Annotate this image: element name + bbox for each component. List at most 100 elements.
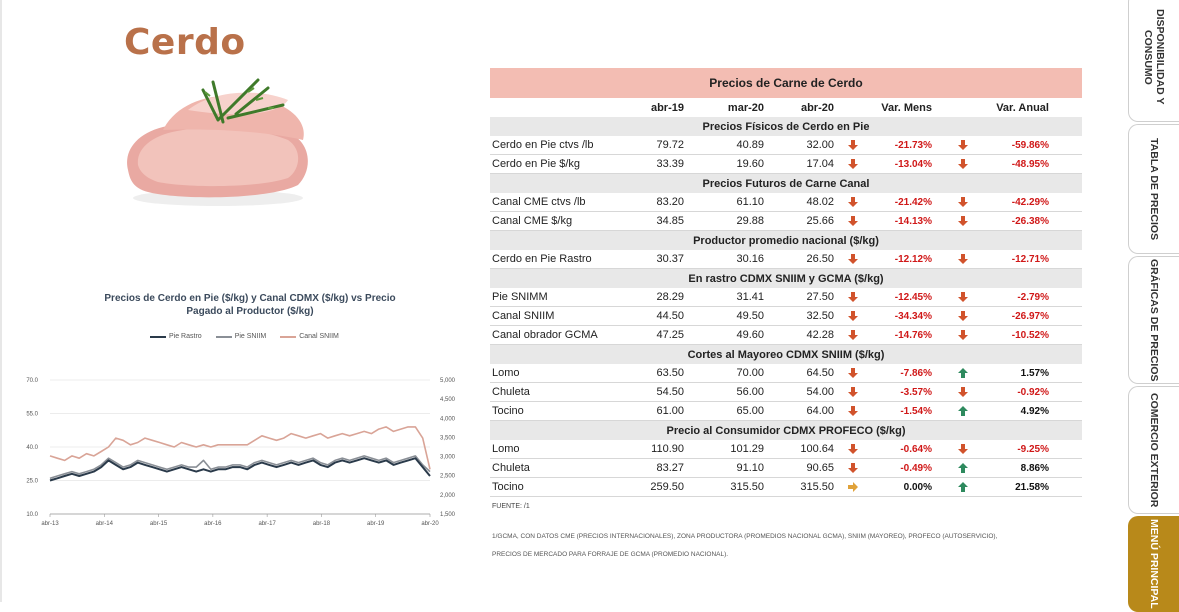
table-row: Chuleta 54.50 56.00 54.00 -3.57% -0.92% [490,383,1082,402]
up-arrow-icon [958,368,968,378]
value-mar-20: 49.60 [736,329,764,341]
x-tick-label: abr-18 [313,521,331,527]
row-label: Chuleta [492,462,530,474]
value-abr-20: 26.50 [806,253,834,265]
value-abr-19: 47.25 [656,329,684,341]
table-section-header: Precios Físicos de Cerdo en Pie [490,117,1082,136]
value-mar-20: 56.00 [736,386,764,398]
y-right-tick-label: 2,000 [440,493,456,499]
value-abr-19: 110.90 [651,443,684,455]
var-anual-value: -9.25% [1017,443,1049,455]
page-left-border [0,0,2,602]
table-section-header: En rastro CDMX SNIIM y GCMA ($/kg) [490,269,1082,288]
tab-label: GRÁFICAS DE PRECIOS [1148,258,1160,382]
var-mens-value: -21.42% [894,196,932,208]
down-arrow-icon [848,368,858,378]
down-arrow-icon [848,406,858,416]
value-mar-20: 40.89 [736,139,764,151]
down-arrow-icon [848,140,858,150]
value-mar-20: 91.10 [736,462,764,474]
row-label: Cerdo en Pie $/kg [492,158,581,170]
value-abr-19: 28.29 [656,291,684,303]
table-section-header: Productor promedio nacional ($/kg) [490,231,1082,250]
value-abr-20: 27.50 [806,291,834,303]
value-mar-20: 49.50 [736,310,764,322]
price-table-body: Precios Físicos de Cerdo en Pie Cerdo en … [490,117,1082,497]
row-label: Pie SNIMM [492,291,548,303]
legend-label: Pie SNIIM [234,333,267,340]
var-mens-value: -1.54% [900,405,932,417]
value-mar-20: 70.00 [736,367,764,379]
row-label: Chuleta [492,386,530,398]
value-abr-20: 17.04 [806,158,834,170]
tab-menu-principal[interactable]: MENÚ PRINCIPAL [1128,516,1179,612]
row-label: Tocino [492,481,524,493]
var-anual-value: -2.79% [1017,291,1049,303]
table-row: Tocino 61.00 65.00 64.00 -1.54% 4.92% [490,402,1082,421]
chart-title: Precios de Cerdo en Pie ($/kg) y Canal C… [70,292,430,318]
row-label: Canal obrador GCMA [492,329,598,341]
table-row: Canal CME $/kg 34.85 29.88 25.66 -14.13% -26.… [490,212,1082,231]
value-abr-19: 63.50 [656,367,684,379]
value-mar-20: 101.29 [730,443,764,455]
price-line-chart: 70.0 55.0 40.0 25.0 10.0 5,000 4,500 4,000 3,500… [26,378,456,527]
value-abr-19: 61.00 [656,405,684,417]
var-mens-value: -0.49% [900,462,932,474]
table-section-header: Cortes al Mayoreo CDMX SNIIM ($/kg) [490,345,1082,364]
tab-disponibilidad-consumo[interactable]: DISPONIBILIDAD Y CONSUMO [1128,0,1179,122]
up-arrow-icon [958,482,968,492]
tab-graficas-precios[interactable]: GRÁFICAS DE PRECIOS [1128,256,1179,384]
right-arrow-icon [848,482,858,492]
chart-title-line1: Precios de Cerdo en Pie ($/kg) y Canal C… [104,293,396,304]
var-anual-value: -48.95% [1011,158,1049,170]
value-abr-19: 34.85 [656,215,684,227]
column-mar-20: mar-20 [727,101,764,114]
tab-label: MENÚ PRINCIPAL [1148,519,1160,609]
down-arrow-icon [848,444,858,454]
table-row: Pie SNIMM 28.29 31.41 27.50 -12.45% -2.79% [490,288,1082,307]
value-mar-20: 30.16 [736,253,764,265]
value-mar-20: 19.60 [736,158,764,170]
value-mar-20: 315.50 [730,481,764,493]
table-row: Lomo 63.50 70.00 64.50 -7.86% 1.57% [490,364,1082,383]
down-arrow-icon [958,292,968,302]
row-label: Canal CME $/kg [492,215,573,227]
tab-tabla-precios[interactable]: TABLA DE PRECIOS [1128,124,1179,254]
series-line-pie-sniim [49,455,431,480]
series-line-canal-sniim [49,426,431,470]
y-right-tick-label: 1,500 [440,512,456,518]
value-abr-20: 90.65 [806,462,834,474]
x-tick-label: abr-13 [41,521,59,527]
legend-swatch [215,335,232,338]
table-section-header: Precio al Consumidor CDMX PROFECO ($/kg) [490,421,1082,440]
legend-item-canal-sniim: Canal SNIIM [280,333,339,340]
value-abr-19: 54.50 [656,386,684,398]
row-label: Canal SNIIM [492,310,555,322]
page-title: Cerdo [124,22,246,63]
down-arrow-icon [848,216,858,226]
down-arrow-icon [848,159,858,169]
tab-comercio-exterior[interactable]: COMERCIO EXTERIOR [1128,386,1179,514]
down-arrow-icon [848,197,858,207]
value-abr-19: 30.37 [656,253,684,265]
side-navigation: DISPONIBILIDAD Y CONSUMO TABLA DE PRECIO… [1128,0,1179,612]
var-mens-value: -12.12% [894,253,932,265]
table-row: Canal obrador GCMA 47.25 49.60 42.28 -14.76%… [490,326,1082,345]
down-arrow-icon [958,387,968,397]
var-anual-value: 8.86% [1020,462,1049,474]
var-anual-value: -26.38% [1011,215,1049,227]
var-mens-value: 0.00% [903,481,932,493]
var-mens-value: -34.34% [894,310,932,322]
value-abr-19: 83.20 [656,196,684,208]
value-abr-20: 32.50 [806,310,834,322]
chart-legend: Pie Rastro Pie SNIIM Canal SNIIM [150,333,370,340]
y-right-tick-label: 2,500 [440,474,456,480]
column-abr-20: abr-20 [800,101,834,114]
series-line-pie-rastro [49,457,431,482]
legend-label: Pie Rastro [169,333,202,340]
value-abr-20: 64.00 [806,405,834,417]
var-mens-value: -13.04% [894,158,932,170]
row-label: Lomo [492,443,520,455]
var-mens-value: -7.86% [900,367,932,379]
row-label: Cerdo en Pie ctvs /lb [492,139,594,151]
